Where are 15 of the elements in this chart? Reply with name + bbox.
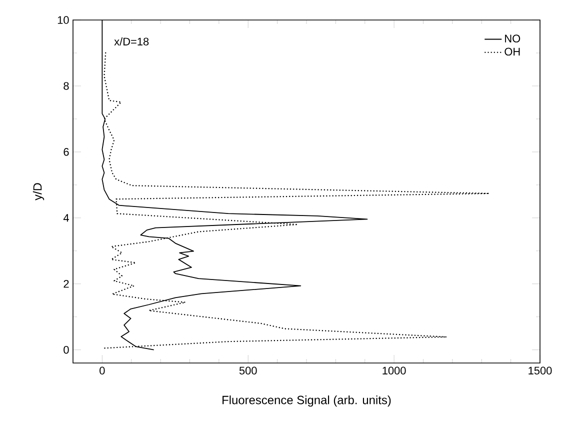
y-tick-label: 8 xyxy=(64,82,69,90)
x-tick-label: 1000 xyxy=(382,366,406,374)
y-tick-label: 6 xyxy=(64,148,69,156)
annotation: x/D=18 xyxy=(114,37,149,46)
x-tick-label: 0 xyxy=(100,366,105,374)
y-tick-label: 0 xyxy=(64,346,69,354)
legend-label: OH xyxy=(504,48,520,56)
y-tick-label: 10 xyxy=(58,16,69,24)
x-axis-title: Fluorescence Signal (arb. units) xyxy=(222,395,391,407)
x-tick-label: 1500 xyxy=(528,366,552,374)
y-tick-label: 2 xyxy=(64,280,69,288)
x-tick-label: 500 xyxy=(239,366,257,374)
legend-label: NO xyxy=(505,34,520,42)
y-axis-title: y/D xyxy=(32,183,44,200)
y-tick-label: 4 xyxy=(63,214,69,222)
